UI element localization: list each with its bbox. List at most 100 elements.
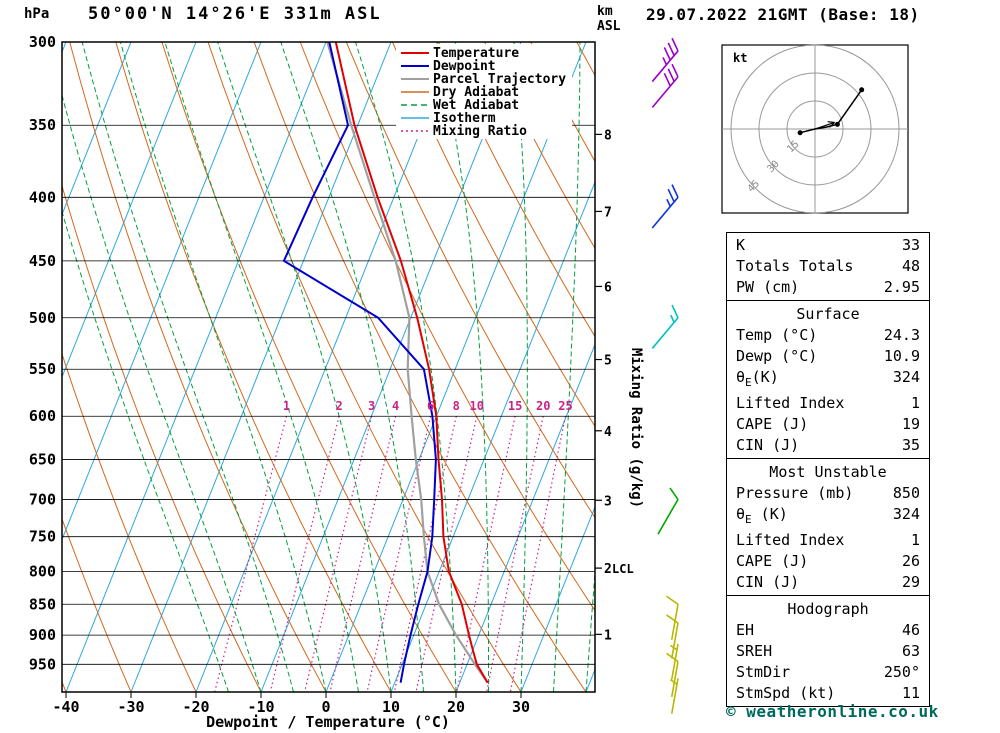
dewpoint-curve [282,42,437,683]
index-value: 11 [901,684,920,702]
indices-row: Lifted Index 1 [727,530,929,551]
pressure-gridlines [62,41,595,665]
legend-label: Dewpoint [433,59,496,74]
pressure-tick-label: 900 [29,626,56,644]
indices-row: SREH 63 [727,641,929,662]
temperature-tick-label: -40 [52,698,79,716]
wind-barb [669,643,679,680]
legend-label: Wet Adiabat [433,98,519,113]
legend-label: Isotherm [433,111,496,126]
index-value: 324 [892,505,920,523]
altitude-tick-label: 7 [604,205,612,220]
indices-section-header: Surface [796,305,860,323]
temperature-tick-label: -10 [247,698,274,716]
index-value: 1 [910,531,920,549]
indices-row: CIN (J) 35 [727,435,929,456]
temperature-curve [334,42,489,684]
temperature-tick-label: 30 [512,698,530,716]
altitude-tick-label: 3 [604,494,612,509]
index-value: 26 [901,552,920,570]
altitude-tick-label: 1 [604,628,612,643]
parcel-trajectory-curve [326,42,489,684]
altitude-tick-labels: 1 2 3 4 5 6 7 8 [595,128,612,643]
temperature-tick-label: 0 [321,698,330,716]
altitude-tick-label: 8 [604,128,612,143]
indices-row: K 33 [727,235,929,256]
altitude-tick-label: 2 [604,562,612,577]
indices-row: CIN (J) 29 [727,572,929,593]
index-label: EH [736,621,755,639]
index-value: 33 [901,236,920,254]
wet-adiabat-lines [62,42,595,692]
altitude-tick-label: 4 [604,425,612,440]
indices-row: PW (cm) 2.95 [727,277,929,298]
legend-label: Dry Adiabat [433,85,519,100]
pressure-tick-label: 850 [29,595,56,613]
mixing-ratio-label: 10 [470,399,484,413]
index-label: PW (cm) [736,278,800,296]
index-value: 48 [901,257,920,275]
index-label: CAPE (J) [736,415,809,433]
mixing-ratio-axis-title: Mixing Ratio (g/kg) [628,348,644,508]
mixing-ratio-label: 25 [558,399,572,413]
mixing-ratio-label: 2 [335,399,342,413]
index-value: 324 [892,368,920,386]
wind-barb [651,184,679,229]
mixing-ratio-label: 20 [536,399,550,413]
index-label: Lifted Index [736,531,845,549]
indices-row: Temp (°C) 24.3 [727,325,929,346]
mixing-ratio-label: 6 [427,399,434,413]
mixing-ratio-label: 15 [508,399,522,413]
index-label: StmSpd (kt) [736,684,836,702]
pressure-tick-label: 600 [29,407,56,425]
indices-row: CAPE (J) 26 [727,551,929,572]
indices-row: StmSpd (kt) 11 [727,683,929,704]
index-value: 19 [901,415,920,433]
indices-row: EH 46 [727,620,929,641]
temperature-tick-labels: -40 -30 -20 -10 0 10 20 30 [52,692,530,716]
isotherm-lines [62,42,595,692]
indices-section: K 33 Totals Totals 48 PW (cm) 2.95 [727,233,929,300]
mixing-ratio-label: 3 [368,399,375,413]
index-label: θE (K) [736,505,788,526]
index-value: 46 [901,621,920,639]
index-value: 850 [892,484,920,502]
pressure-tick-label: 750 [29,528,56,546]
legend-label: Parcel Trajectory [433,72,566,87]
wind-barb [666,595,679,640]
indices-row: StmDir 250° [727,662,929,683]
datetime-title: 29.07.2022 21GMT (Base: 18) [646,5,920,24]
index-value: 24.3 [883,326,920,344]
index-label: CIN (J) [736,436,800,454]
altitude-axis-unit: km ASL [597,4,620,34]
sounding-profiles [282,42,489,684]
hodograph-point [797,130,803,136]
temperature-tick-label: 20 [447,698,465,716]
pressure-axis-unit: hPa [24,6,50,22]
storm-motion-vector [814,121,835,130]
index-label: Temp (°C) [736,326,818,344]
x-axis-title: Dewpoint / Temperature (°C) [206,713,450,731]
pressure-tick-label: 450 [29,252,56,270]
pressure-tick-label: 700 [29,490,56,508]
station-title: 50°00'N 14°26'E 331m ASL [88,4,382,24]
indices-row: Dewp (°C) 10.9 [727,346,929,367]
mixing-ratio-label: 8 [453,399,460,413]
pressure-tick-label: 300 [29,33,56,51]
temperature-tick-label: 10 [382,698,400,716]
legend-label: Temperature [433,46,519,61]
pressure-tick-label: 950 [29,655,56,673]
pressure-tick-label: 800 [29,563,56,581]
mixing-ratio-label: 4 [392,399,399,413]
altitude-axis-unit-km: km [597,4,613,19]
index-label: SREH [736,642,773,660]
wind-barb-column [651,37,679,714]
indices-row: θE(K) 324 [727,367,929,393]
pressure-tick-labels: 300 350 400 450 500 550 600 650 700 750 800 850 900 9… [29,33,56,673]
wind-barb [651,304,679,349]
index-value: 35 [901,436,920,454]
index-label: θE(K) [736,368,779,389]
hodograph-unit-label: kt [733,51,747,65]
